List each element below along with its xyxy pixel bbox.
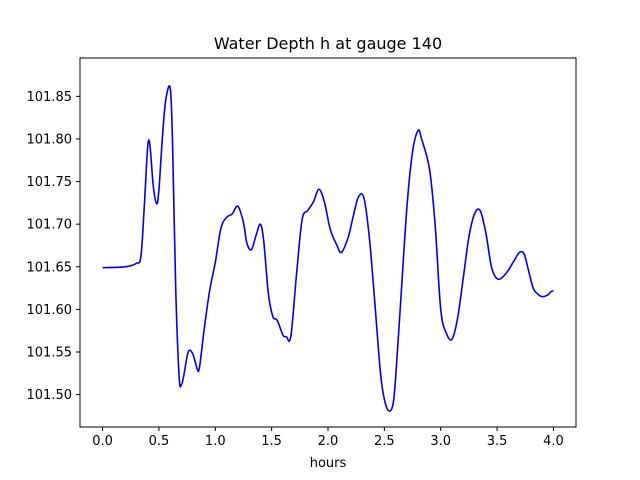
x-tick-label: 3.5 [487,434,508,449]
y-tick-label: 101.60 [27,303,73,318]
depth-series-line [102,85,554,412]
y-tick-label: 101.80 [27,132,73,147]
x-tick-label: 3.0 [430,434,451,449]
y-tick-label: 101.70 [27,218,73,233]
x-tick-label: 1.5 [261,434,282,449]
y-tick-label: 101.75 [27,175,73,190]
x-tick-label: 1.0 [205,434,226,449]
plot-axes: 0.0 0.5 1.0 1.5 2.0 2.5 3.0 3.5 4.0 101.50 101.55 1… [27,90,564,449]
y-tick-label: 101.50 [27,388,73,403]
x-tick-label: 0.0 [92,434,113,449]
x-axis-label: hours [310,456,347,471]
x-tick-label: 2.0 [318,434,339,449]
x-tick-label: 2.5 [374,434,395,449]
y-tick-label: 101.55 [27,346,73,361]
plot-frame [79,57,577,428]
x-tick-label: 0.5 [149,434,170,449]
y-tick-label: 101.65 [27,260,73,275]
y-tick-label: 101.85 [27,90,73,105]
chart-title: Water Depth h at gauge 140 [214,34,442,53]
x-tick-label: 4.0 [543,434,564,449]
